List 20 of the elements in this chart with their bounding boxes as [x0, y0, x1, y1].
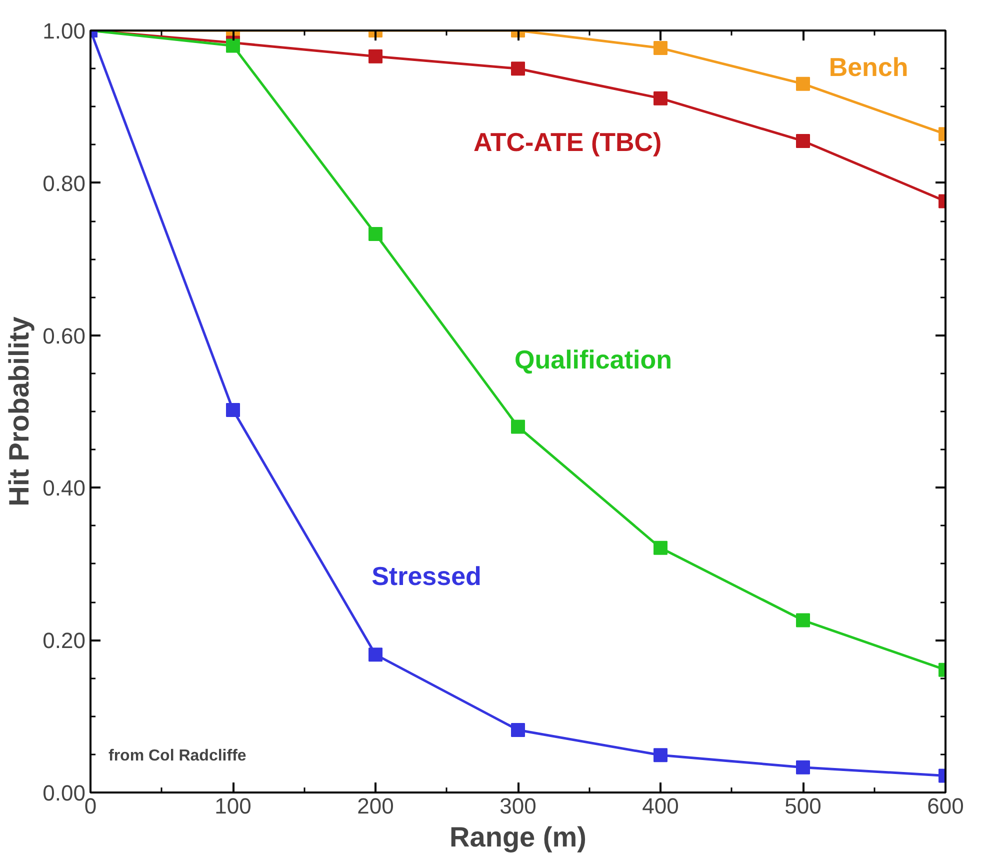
x-tick-label: 600 — [927, 794, 964, 818]
series-label: ATC-ATE (TBC) — [473, 126, 662, 157]
annotation: from Col Radcliffe — [108, 748, 246, 764]
y-tick-label: 1.00 — [42, 18, 86, 44]
series-label: Qualification — [514, 344, 672, 375]
x-tick-label: 0 — [84, 794, 97, 818]
y-axis-title: Hit Probability — [4, 316, 35, 506]
y-tick-label: 0.40 — [42, 476, 86, 501]
x-tick-label: 300 — [500, 794, 536, 818]
y-tick-label: 0.60 — [42, 323, 86, 348]
x-tick-label: 400 — [642, 794, 679, 818]
x-tick-label: 500 — [784, 794, 822, 818]
y-tick-label: 0.80 — [42, 170, 86, 196]
series-label: Bench — [828, 52, 908, 82]
y-tick-label: 0.00 — [42, 780, 86, 806]
x-tick-label: 200 — [357, 794, 394, 818]
series-label: Stressed — [372, 561, 482, 592]
x-tick-label: 100 — [214, 794, 252, 818]
y-tick-label: 0.20 — [42, 628, 86, 654]
x-axis-title: Range (m) — [450, 822, 586, 852]
